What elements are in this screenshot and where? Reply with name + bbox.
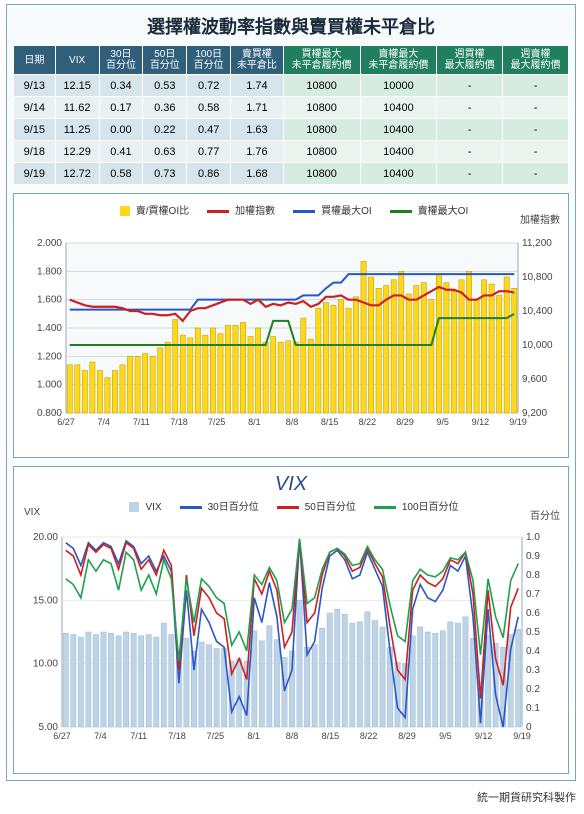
table-row: 9/1312.150.340.530.721.741080010000-- (14, 75, 569, 97)
svg-text:0.4: 0.4 (526, 646, 540, 657)
table-header: 日期 (14, 46, 56, 75)
svg-text:8/1: 8/1 (248, 417, 261, 427)
chart1-right-axis-label: 加權指數 (520, 211, 560, 226)
table-header: 週賣權最大履約價 (503, 46, 569, 75)
svg-text:0.1: 0.1 (526, 703, 540, 714)
chart2-right-axis-label: 百分位 (530, 507, 560, 522)
legend-item: 賣/買權OI比 (114, 206, 189, 217)
svg-text:6/27: 6/27 (53, 731, 71, 741)
svg-text:0.2: 0.2 (526, 684, 540, 695)
legend-item: 買權最大OI (287, 206, 372, 217)
chart2-left-axis-label: VIX (24, 507, 40, 518)
table-header: 50日百分位 (143, 46, 187, 75)
table-header: 賣權最大未平倉履約價 (360, 46, 437, 75)
svg-text:8/22: 8/22 (360, 731, 378, 741)
legend-item: 100日百分位 (368, 502, 459, 513)
table-header: 賣買權未平倉比 (231, 46, 284, 75)
svg-text:8/22: 8/22 (359, 417, 377, 427)
svg-text:9/12: 9/12 (472, 417, 490, 427)
chart-vix: VIX VIX30日百分位50日百分位100日百分位 VIX 百分位 5.001… (13, 466, 569, 774)
svg-text:10.00: 10.00 (33, 659, 58, 670)
chart2-title: VIX (20, 473, 562, 496)
svg-text:9/12: 9/12 (475, 731, 493, 741)
svg-text:7/4: 7/4 (97, 417, 110, 427)
svg-text:8/8: 8/8 (286, 417, 299, 427)
svg-text:8/15: 8/15 (322, 731, 340, 741)
table-header: 100日百分位 (187, 46, 231, 75)
svg-text:10,000: 10,000 (522, 340, 553, 351)
svg-text:7/4: 7/4 (94, 731, 107, 741)
table-row: 9/1411.620.170.360.581.711080010400-- (14, 97, 569, 119)
svg-text:7/25: 7/25 (207, 731, 225, 741)
svg-text:9/19: 9/19 (509, 417, 527, 427)
svg-text:1.800: 1.800 (37, 266, 62, 277)
table-row: 9/1912.720.580.730.861.681080010400-- (14, 163, 569, 185)
table-header: 買權最大未平倉履約價 (283, 46, 360, 75)
svg-text:8/1: 8/1 (247, 731, 260, 741)
svg-text:2.000: 2.000 (37, 238, 62, 249)
chart2-svg: 5.0010.0015.0020.0000.10.20.30.40.50.60.… (20, 519, 564, 769)
svg-text:9/19: 9/19 (513, 731, 531, 741)
svg-text:1.600: 1.600 (37, 295, 62, 306)
svg-text:7/18: 7/18 (168, 731, 186, 741)
legend-item: 賣權最大OI (384, 206, 469, 217)
svg-text:0.3: 0.3 (526, 665, 540, 676)
svg-text:8/8: 8/8 (286, 731, 299, 741)
svg-text:1.0: 1.0 (526, 532, 540, 543)
svg-text:7/25: 7/25 (208, 417, 226, 427)
svg-text:7/11: 7/11 (133, 417, 150, 427)
svg-text:1.400: 1.400 (37, 323, 62, 334)
svg-text:9,600: 9,600 (522, 374, 547, 385)
table-header: 30日百分位 (99, 46, 143, 75)
svg-text:0.7: 0.7 (526, 589, 540, 600)
legend-item: 50日百分位 (271, 502, 356, 513)
summary-table: 日期VIX30日百分位50日百分位100日百分位賣買權未平倉比買權最大未平倉履約… (13, 45, 569, 185)
svg-text:9/5: 9/5 (439, 731, 452, 741)
svg-text:8/15: 8/15 (321, 417, 339, 427)
footer-credit: 統一期貨研究科製作 (0, 785, 584, 811)
svg-text:7/18: 7/18 (170, 417, 188, 427)
chart1-svg: 0.8001.0001.2001.4001.6001.8002.0009,200… (20, 223, 564, 453)
svg-text:11,200: 11,200 (522, 238, 552, 249)
svg-text:9/5: 9/5 (436, 417, 449, 427)
table-row: 9/1812.290.410.630.771.761080010400-- (14, 141, 569, 163)
svg-text:8/29: 8/29 (396, 417, 414, 427)
svg-text:7/11: 7/11 (130, 731, 147, 741)
svg-text:0.8: 0.8 (526, 570, 540, 581)
svg-text:20.00: 20.00 (33, 532, 58, 543)
legend-item: 30日百分位 (174, 502, 259, 513)
svg-text:0.5: 0.5 (526, 627, 540, 638)
chart1-legend: 賣/買權OI比 加權指數 買權最大OI 賣權最大OI (20, 202, 562, 217)
svg-text:10,400: 10,400 (522, 306, 553, 317)
legend-item: 加權指數 (201, 206, 275, 217)
svg-text:15.00: 15.00 (33, 595, 58, 606)
chart-oi-ratio: 賣/買權OI比加權指數買權最大OI賣權最大OI 加權指數 0.8001.0001… (13, 193, 569, 458)
svg-text:1.200: 1.200 (37, 351, 62, 362)
svg-text:0.9: 0.9 (526, 551, 540, 562)
table-header: VIX (55, 46, 99, 75)
svg-text:8/29: 8/29 (398, 731, 416, 741)
chart2-legend: VIX 30日百分位 50日百分位 100日百分位 (20, 498, 562, 513)
svg-text:1.000: 1.000 (37, 380, 62, 391)
svg-text:0.6: 0.6 (526, 608, 540, 619)
svg-text:6/27: 6/27 (57, 417, 75, 427)
legend-item: VIX (123, 502, 161, 513)
table-row: 9/1511.250.000.220.471.631080010400-- (14, 119, 569, 141)
table-header: 週買權最大履約價 (437, 46, 503, 75)
report-frame: 選擇權波動率指數與賣買權未平倉比 日期VIX30日百分位50日百分位100日百分… (6, 4, 576, 781)
page-title: 選擇權波動率指數與賣買權未平倉比 (13, 9, 569, 45)
svg-text:10,800: 10,800 (522, 272, 553, 283)
